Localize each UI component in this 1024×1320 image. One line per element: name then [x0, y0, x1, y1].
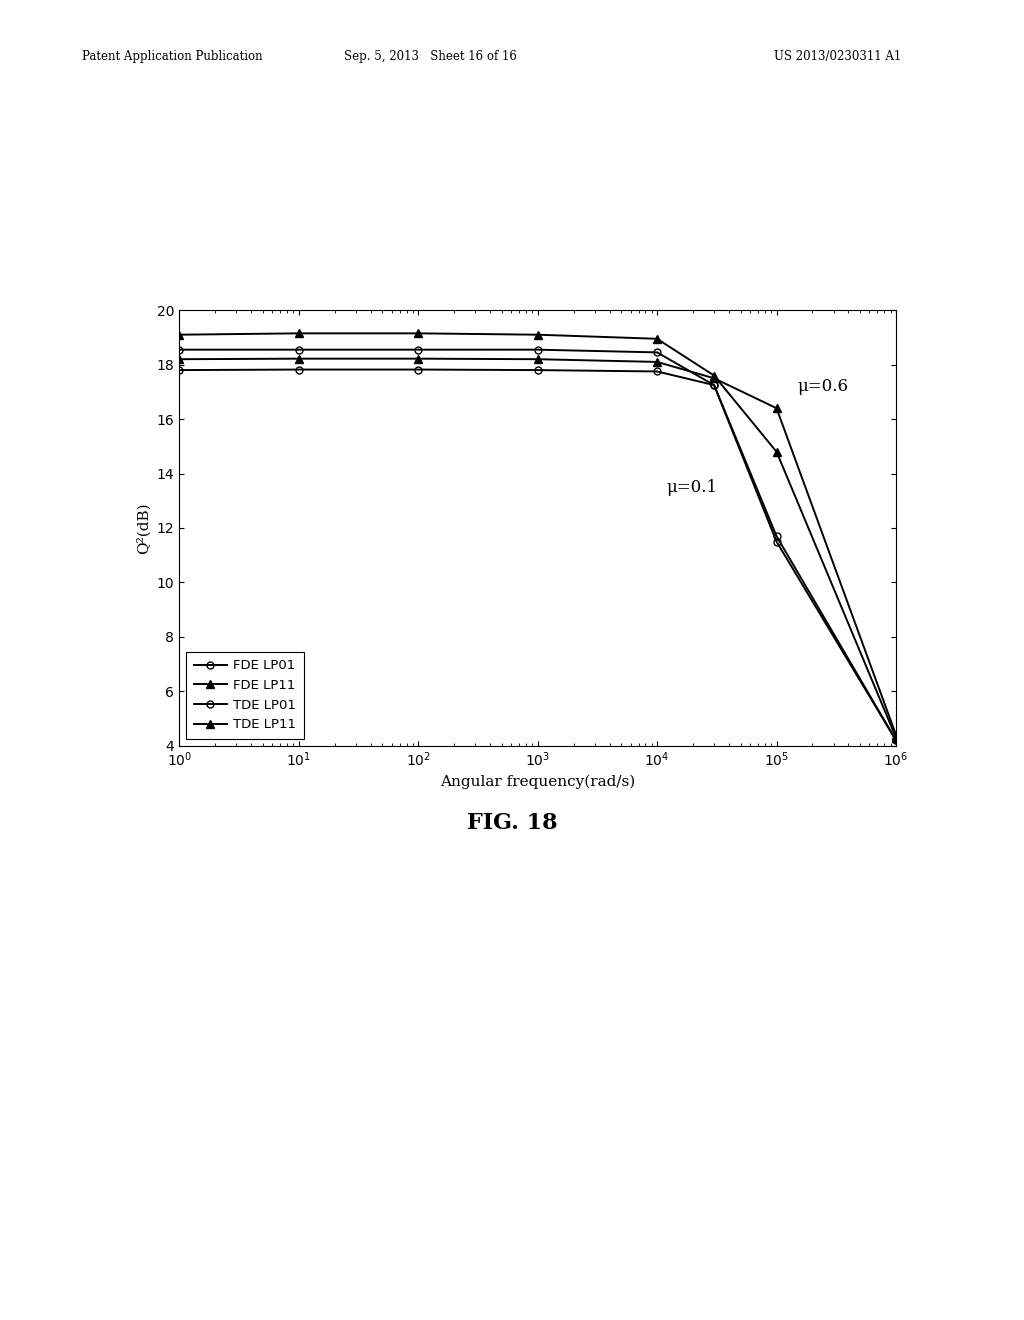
TDE LP11 — [412, 351, 424, 367]
TDE LP11 — [651, 354, 664, 370]
FDE LP11 — [173, 327, 185, 343]
FDE LP11 — [412, 326, 424, 342]
TDE LP01 — [293, 362, 305, 378]
FDE LP11 — [293, 326, 305, 342]
TDE LP01 — [651, 363, 664, 379]
TDE LP01 — [173, 362, 185, 378]
FDE LP01 — [708, 378, 720, 393]
FDE LP01 — [173, 342, 185, 358]
FDE LP01 — [651, 345, 664, 360]
TDE LP11 — [708, 371, 720, 387]
TDE LP11 — [770, 400, 782, 416]
Y-axis label: Q²(dB): Q²(dB) — [136, 502, 151, 554]
Text: Sep. 5, 2013   Sheet 16 of 16: Sep. 5, 2013 Sheet 16 of 16 — [344, 50, 516, 63]
Text: Patent Application Publication: Patent Application Publication — [82, 50, 262, 63]
TDE LP11 — [293, 351, 305, 367]
Line: TDE LP01: TDE LP01 — [176, 366, 899, 744]
FDE LP01 — [770, 533, 782, 549]
FDE LP11 — [651, 331, 664, 347]
FDE LP01 — [890, 733, 902, 748]
FDE LP11 — [770, 444, 782, 459]
FDE LP11 — [531, 327, 544, 343]
X-axis label: Angular frequency(rad/s): Angular frequency(rad/s) — [440, 775, 635, 789]
FDE LP01 — [531, 342, 544, 358]
Line: FDE LP11: FDE LP11 — [175, 329, 900, 742]
TDE LP01 — [412, 362, 424, 378]
Text: μ=0.6: μ=0.6 — [798, 378, 849, 395]
TDE LP11 — [173, 351, 185, 367]
Line: FDE LP01: FDE LP01 — [176, 346, 899, 744]
Text: US 2013/0230311 A1: US 2013/0230311 A1 — [774, 50, 901, 63]
TDE LP11 — [890, 727, 902, 743]
FDE LP01 — [412, 342, 424, 358]
Line: TDE LP11: TDE LP11 — [175, 355, 900, 739]
FDE LP11 — [708, 367, 720, 383]
TDE LP01 — [770, 528, 782, 544]
FDE LP01 — [293, 342, 305, 358]
Text: FIG. 18: FIG. 18 — [467, 812, 557, 834]
TDE LP01 — [708, 378, 720, 393]
FDE LP11 — [890, 730, 902, 746]
TDE LP01 — [531, 362, 544, 378]
TDE LP01 — [890, 733, 902, 748]
Text: μ=0.1: μ=0.1 — [667, 479, 718, 496]
Legend: FDE LP01, FDE LP11, TDE LP01, TDE LP11: FDE LP01, FDE LP11, TDE LP01, TDE LP11 — [185, 652, 304, 739]
TDE LP11 — [531, 351, 544, 367]
